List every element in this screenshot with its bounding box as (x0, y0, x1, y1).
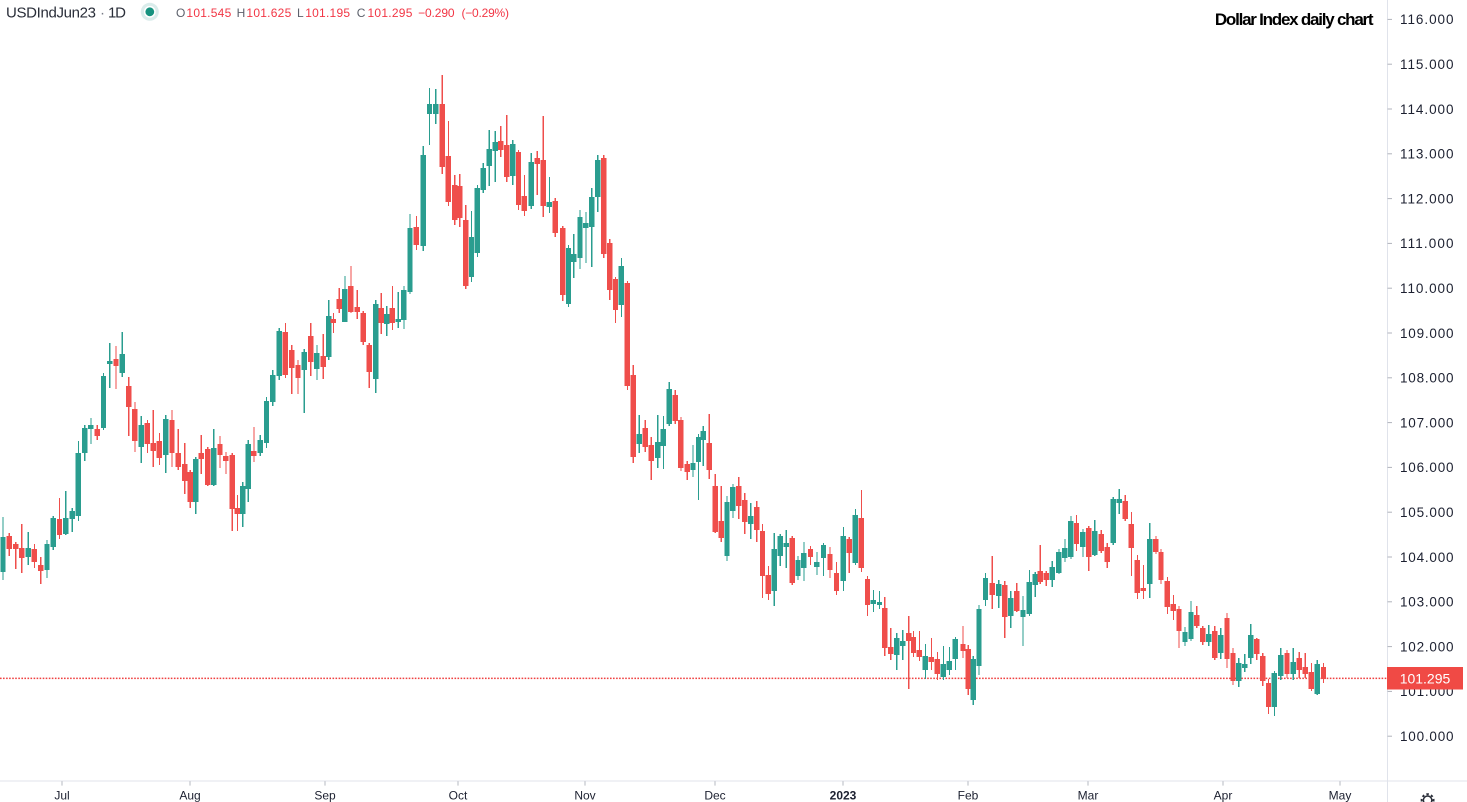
svg-text:103.000: 103.000 (1400, 595, 1454, 610)
svg-text:101.195: 101.195 (305, 6, 350, 20)
svg-text:Jul: Jul (54, 789, 69, 802)
svg-text:C: C (357, 6, 366, 20)
svg-text:109.000: 109.000 (1400, 326, 1454, 341)
svg-text:Feb: Feb (958, 789, 979, 802)
svg-text:H: H (237, 6, 246, 20)
svg-text:Sep: Sep (314, 789, 336, 802)
svg-text:Dec: Dec (704, 789, 725, 802)
svg-text:Mar: Mar (1078, 789, 1099, 802)
svg-text:1D: 1D (108, 4, 126, 21)
svg-text:2023: 2023 (830, 789, 857, 802)
svg-text:105.000: 105.000 (1400, 505, 1454, 520)
svg-text:116.000: 116.000 (1400, 12, 1454, 27)
svg-text:−0.290: −0.290 (418, 6, 455, 20)
svg-text:·: · (100, 4, 105, 21)
svg-text:Nov: Nov (574, 789, 595, 802)
svg-text:112.000: 112.000 (1400, 191, 1454, 206)
svg-text:Dollar Index daily chart: Dollar Index daily chart (1215, 10, 1374, 29)
svg-text:107.000: 107.000 (1400, 415, 1454, 430)
svg-text:O: O (176, 6, 185, 20)
svg-text:101.625: 101.625 (246, 6, 291, 20)
svg-text:100.000: 100.000 (1400, 729, 1454, 744)
svg-text:110.000: 110.000 (1400, 281, 1454, 296)
svg-text:102.000: 102.000 (1400, 639, 1454, 654)
svg-text:101.545: 101.545 (186, 6, 231, 20)
svg-text:Apr: Apr (1214, 789, 1233, 802)
svg-text:104.000: 104.000 (1400, 550, 1454, 565)
svg-text:L: L (297, 6, 304, 20)
svg-text:113.000: 113.000 (1400, 147, 1454, 162)
svg-text:106.000: 106.000 (1400, 460, 1454, 475)
svg-text:114.000: 114.000 (1400, 102, 1454, 117)
svg-text:May: May (1329, 789, 1352, 802)
svg-text:101.295: 101.295 (368, 6, 413, 20)
svg-text:Aug: Aug (179, 789, 200, 802)
svg-text:Oct: Oct (449, 789, 468, 802)
svg-text:115.000: 115.000 (1400, 57, 1454, 72)
svg-text:101.295: 101.295 (1400, 670, 1451, 686)
svg-text:USDIndJun23: USDIndJun23 (6, 4, 96, 21)
svg-text:(−0.29%): (−0.29%) (462, 6, 510, 20)
svg-text:108.000: 108.000 (1400, 371, 1454, 386)
svg-text:111.000: 111.000 (1400, 236, 1454, 251)
